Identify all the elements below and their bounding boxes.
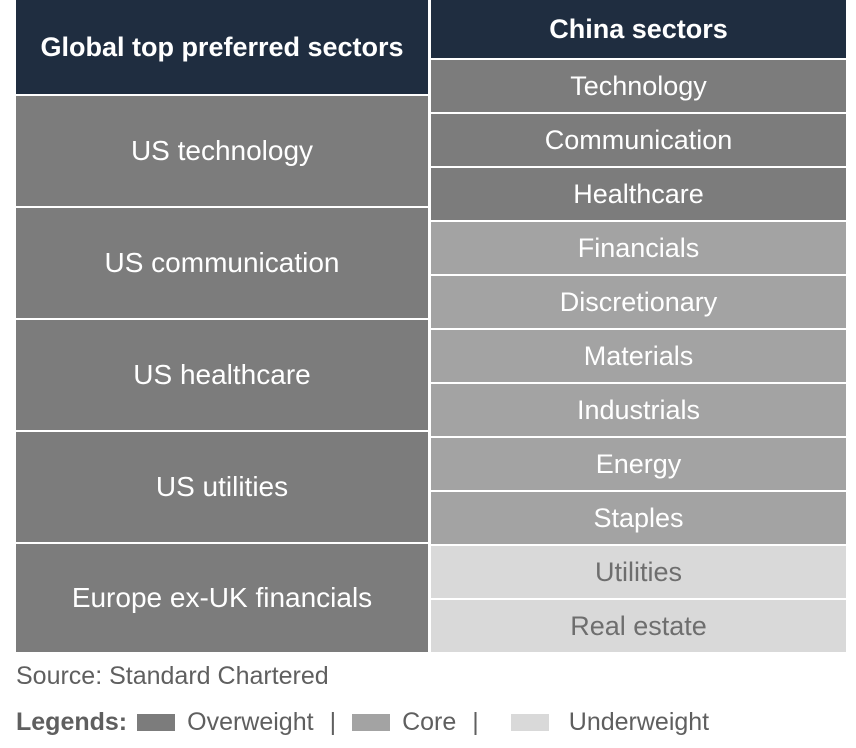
china-sectors-column: China sectors Technology Communication H… bbox=[431, 0, 846, 652]
global-sector-cell: US technology bbox=[16, 94, 428, 206]
legend-core-text: Core bbox=[402, 708, 457, 736]
core-swatch bbox=[352, 714, 391, 731]
global-sector-cell: US utilities bbox=[16, 430, 428, 542]
sector-table: Global top preferred sectors US technolo… bbox=[16, 0, 846, 652]
underweight-swatch bbox=[510, 714, 549, 731]
china-sector-cell: Healthcare bbox=[431, 166, 846, 220]
china-sector-cell: Real estate bbox=[431, 598, 846, 652]
legend-item-underweight: Underweight bbox=[479, 708, 709, 737]
legend-item-core: Core bbox=[352, 708, 456, 737]
legend-item-overweight: Overweight bbox=[137, 708, 314, 737]
china-sector-cell: Energy bbox=[431, 436, 846, 490]
source-note: Source: Standard Chartered bbox=[16, 662, 329, 690]
legend-separator: | bbox=[472, 708, 479, 736]
global-sector-cell: Europe ex-UK financials bbox=[16, 542, 428, 652]
china-sector-cell: Technology bbox=[431, 58, 846, 112]
global-sector-cell: US communication bbox=[16, 206, 428, 318]
global-sectors-column: Global top preferred sectors US technolo… bbox=[16, 0, 428, 652]
legend: Legends: Overweight | Core | Underweight bbox=[16, 708, 709, 737]
legend-label: Legends: bbox=[16, 708, 128, 736]
legend-separator: | bbox=[329, 708, 337, 736]
china-sector-cell: Financials bbox=[431, 220, 846, 274]
global-sectors-header: Global top preferred sectors bbox=[16, 0, 428, 94]
china-sector-cell: Materials bbox=[431, 328, 846, 382]
china-sector-cell: Utilities bbox=[431, 544, 846, 598]
legend-overweight-text: Overweight bbox=[187, 708, 314, 736]
china-sector-cell: Staples bbox=[431, 490, 846, 544]
china-sector-cell: Communication bbox=[431, 112, 846, 166]
overweight-swatch bbox=[137, 714, 176, 731]
legend-underweight-text: Underweight bbox=[568, 708, 710, 736]
china-sector-cell: Industrials bbox=[431, 382, 846, 436]
china-sector-cell: Discretionary bbox=[431, 274, 846, 328]
china-sectors-header: China sectors bbox=[431, 0, 846, 58]
global-sector-cell: US healthcare bbox=[16, 318, 428, 430]
